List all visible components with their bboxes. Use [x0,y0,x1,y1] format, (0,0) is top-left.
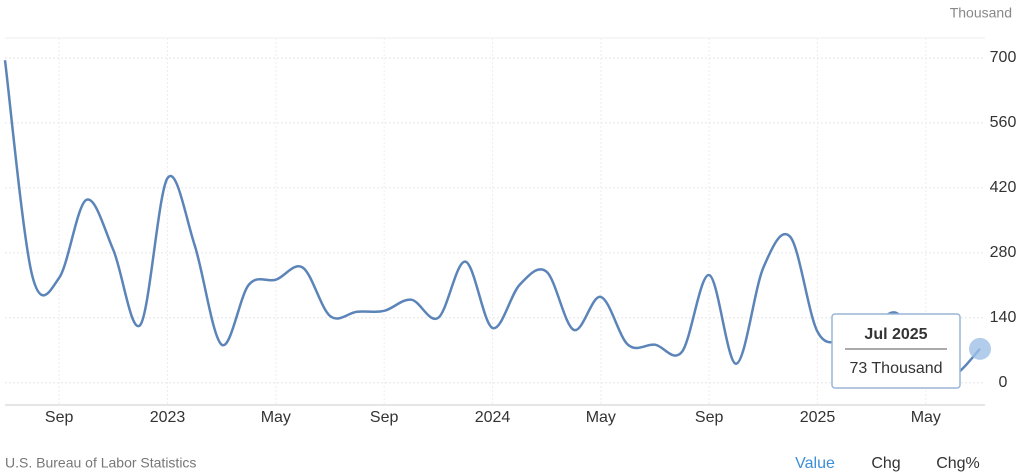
x-tick-label: Sep [45,409,74,426]
x-tick-label: Sep [695,409,724,426]
y-tick-label: 140 [990,309,1017,326]
x-tick-label: May [261,409,291,426]
x-tick-label: 2024 [475,409,511,426]
x-tick-label: May [911,409,941,426]
hover-marker [969,337,991,360]
data-line [3,60,981,382]
y-tick-label: 560 [990,114,1017,131]
y-tick-label: 280 [990,244,1017,261]
tooltip-title: Jul 2025 [864,326,927,343]
value-button[interactable]: Value [795,455,835,472]
unit-label: Thousand [950,5,1012,21]
tooltip-text: 73 Thousand [849,360,942,377]
source: U.S. Bureau of Labor Statistics [5,455,196,471]
x-tick-label: 2025 [800,409,836,426]
y-tick-label: 0 [999,374,1008,391]
tooltip-box [831,313,961,389]
x-tick-label: May [586,409,616,426]
y-tick-label: 420 [990,179,1017,196]
x-tick-label: 2023 [150,409,186,426]
chg-button[interactable]: Chg [871,455,900,472]
tooltip: Jul 2025 73 Thousand [831,313,961,389]
chg-pct-button[interactable]: Chg% [936,455,980,472]
y-tick-label: 700 [990,49,1017,66]
x-tick-label: Sep [370,409,399,426]
